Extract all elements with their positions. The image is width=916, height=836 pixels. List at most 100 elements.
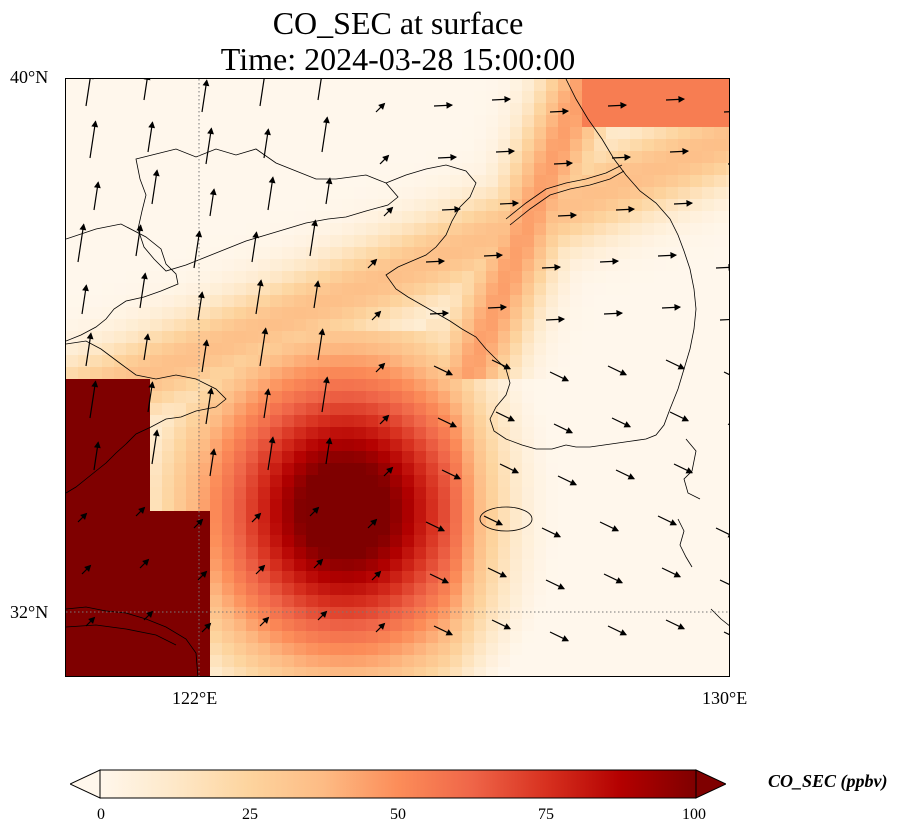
field-cell <box>438 619 451 632</box>
field-cell <box>258 103 271 116</box>
field-cell <box>294 643 307 656</box>
field-cell <box>330 415 343 428</box>
field-cell <box>174 643 187 656</box>
field-cell <box>174 247 187 260</box>
field-cell <box>234 607 247 620</box>
field-cell <box>546 235 559 248</box>
field-cell <box>390 631 403 644</box>
field-cell <box>702 475 715 488</box>
field-cell <box>234 643 247 656</box>
field-cell <box>174 559 187 572</box>
field-cell <box>642 451 655 464</box>
field-cell <box>330 307 343 320</box>
field-cell <box>462 271 475 284</box>
field-cell <box>654 535 667 548</box>
field-cell <box>354 259 367 272</box>
field-cell <box>330 463 343 476</box>
field-cell <box>234 343 247 356</box>
field-cell <box>198 127 211 140</box>
field-cell <box>546 523 559 536</box>
field-cell <box>246 619 259 632</box>
field-cell <box>306 595 319 608</box>
field-cell <box>654 295 667 308</box>
field-cell <box>138 667 151 676</box>
field-cell <box>306 415 319 428</box>
field-cell <box>474 331 487 344</box>
field-cell <box>270 127 283 140</box>
field-cell <box>702 511 715 524</box>
field-cell <box>402 439 415 452</box>
field-cell <box>306 127 319 140</box>
field-cell <box>726 403 729 416</box>
field-cell <box>222 415 235 428</box>
field-cell <box>198 187 211 200</box>
field-cell <box>66 331 79 344</box>
field-cell <box>570 295 583 308</box>
field-cell <box>102 523 115 536</box>
field-cell <box>342 79 355 92</box>
field-cell <box>246 103 259 116</box>
field-cell <box>498 331 511 344</box>
field-cell <box>294 499 307 512</box>
field-cell <box>606 79 619 92</box>
field-cell <box>438 667 451 676</box>
field-cell <box>222 547 235 560</box>
field-cell <box>138 487 151 500</box>
field-cell <box>174 583 187 596</box>
field-cell <box>126 283 139 296</box>
field-cell <box>318 667 331 676</box>
field-cell <box>378 235 391 248</box>
field-cell <box>594 151 607 164</box>
field-cell <box>126 607 139 620</box>
field-cell <box>162 523 175 536</box>
field-cell <box>714 415 727 428</box>
field-cell <box>414 163 427 176</box>
wind-arrow <box>309 506 320 517</box>
field-cell <box>366 331 379 344</box>
field-cell <box>462 547 475 560</box>
field-cell <box>570 355 583 368</box>
field-cell <box>306 571 319 584</box>
field-cell <box>570 271 583 284</box>
field-cell <box>102 271 115 284</box>
field-cell <box>162 511 175 524</box>
field-cell <box>414 259 427 272</box>
field-cell <box>474 319 487 332</box>
field-cell <box>162 451 175 464</box>
field-cell <box>390 151 403 164</box>
field-cell <box>354 523 367 536</box>
wind-arrow <box>557 475 577 486</box>
map-panel[interactable] <box>65 78 730 677</box>
field-cell <box>390 79 403 92</box>
field-cell <box>450 583 463 596</box>
field-cell <box>282 163 295 176</box>
field-cell <box>666 175 679 188</box>
field-cell <box>450 79 463 92</box>
field-cell <box>306 667 319 676</box>
field-cell <box>678 499 691 512</box>
field-cell <box>330 607 343 620</box>
field-cell <box>306 643 319 656</box>
field-cell <box>582 403 595 416</box>
field-cell <box>570 391 583 404</box>
field-cell <box>486 127 499 140</box>
field-cell <box>570 403 583 416</box>
field-cell <box>198 571 211 584</box>
field-cell <box>690 307 703 320</box>
field-cell <box>438 511 451 524</box>
field-cell <box>534 199 547 212</box>
field-cell <box>702 487 715 500</box>
field-cell <box>546 163 559 176</box>
field-cell <box>390 331 403 344</box>
field-cell <box>342 643 355 656</box>
wind-arrow <box>437 153 458 161</box>
field-cell <box>114 427 127 440</box>
field-cell <box>630 379 643 392</box>
field-cell <box>462 367 475 380</box>
field-cell <box>306 439 319 452</box>
wind-arrow <box>209 188 217 217</box>
field-cell <box>126 247 139 260</box>
field-cell <box>150 655 163 668</box>
field-cell <box>282 319 295 332</box>
field-cell <box>210 631 223 644</box>
